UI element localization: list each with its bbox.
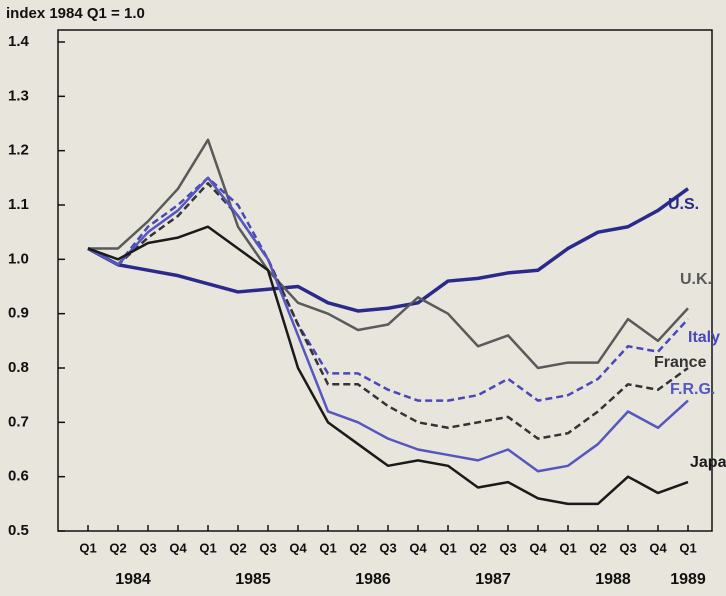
x-tick-label: Q2 <box>349 540 366 555</box>
x-tick-label: Q3 <box>499 540 516 555</box>
series-line <box>87 176 689 402</box>
x-tick-label: Q4 <box>169 540 187 555</box>
x-tick-label: Q2 <box>469 540 486 555</box>
series-line <box>88 138 689 370</box>
year-label: 1985 <box>235 571 271 588</box>
year-label: 1984 <box>115 571 151 588</box>
y-tick-label: 0.8 <box>8 359 29 376</box>
year-label: 1987 <box>475 571 511 588</box>
y-tick-label: 1.3 <box>8 87 29 104</box>
y-tick-label: 0.6 <box>8 468 29 485</box>
y-tick-label: 1.0 <box>8 250 29 267</box>
y-tick-label: 1.4 <box>8 33 30 50</box>
x-tick-label: Q4 <box>409 540 427 555</box>
series-line <box>87 176 689 473</box>
series-line <box>87 187 690 313</box>
x-tick-label: Q1 <box>439 540 456 555</box>
x-tick-label: Q1 <box>559 540 576 555</box>
x-tick-label: Q3 <box>619 540 636 555</box>
series-line <box>87 225 689 506</box>
x-tick-label: Q1 <box>199 540 216 555</box>
x-tick-label: Q3 <box>139 540 156 555</box>
x-tick-label: Q1 <box>79 540 96 555</box>
series-label: F.R.G. <box>670 381 715 398</box>
series-label: U.S. <box>668 196 699 213</box>
year-label: 1989 <box>670 571 706 588</box>
series-line <box>87 182 689 440</box>
x-tick-label: Q1 <box>679 540 696 555</box>
x-tick-label: Q3 <box>259 540 276 555</box>
x-tick-label: Q2 <box>109 540 126 555</box>
year-label: 1988 <box>595 571 631 588</box>
x-tick-label: Q2 <box>229 540 246 555</box>
y-tick-label: 0.7 <box>8 413 29 430</box>
plot-frame <box>57 29 713 532</box>
y-tick-label: 1.1 <box>8 196 29 213</box>
x-tick-label: Q4 <box>529 540 547 555</box>
chart-title: index 1984 Q1 = 1.0 <box>6 5 145 22</box>
x-tick-label: Q4 <box>289 540 307 555</box>
x-tick-label: Q1 <box>319 540 336 555</box>
series-label: Italy <box>688 329 720 346</box>
y-tick-label: 0.5 <box>8 522 29 539</box>
series-label: France <box>654 354 707 371</box>
year-label: 1986 <box>355 571 391 588</box>
x-tick-label: Q4 <box>649 540 667 555</box>
y-tick-label: 1.2 <box>8 142 29 159</box>
x-tick-label: Q2 <box>589 540 606 555</box>
y-tick-label: 0.9 <box>8 305 29 322</box>
series-label: U.K. <box>680 271 712 288</box>
x-tick-label: Q3 <box>379 540 396 555</box>
series-label: Japan <box>690 454 726 471</box>
